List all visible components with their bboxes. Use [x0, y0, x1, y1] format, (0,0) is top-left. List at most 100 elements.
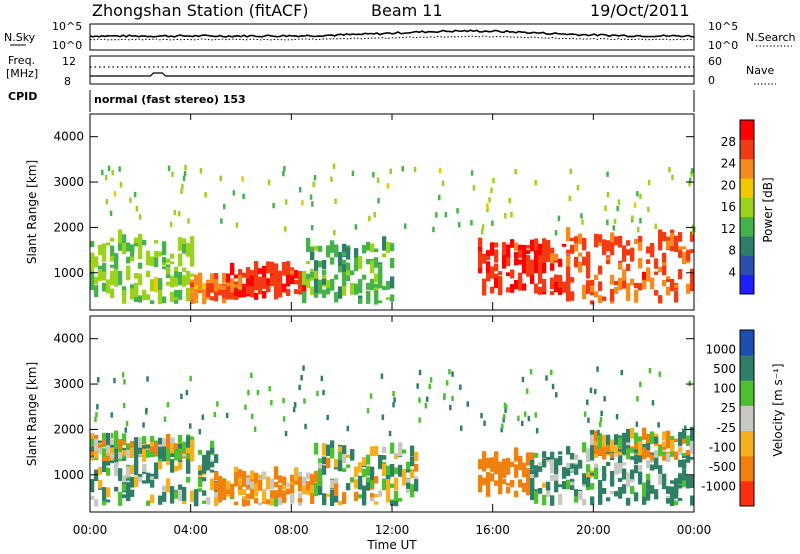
powerCells-cell	[238, 291, 243, 298]
velCells-cell	[638, 436, 643, 442]
powerCells-echo	[235, 222, 239, 228]
powerCells-echo	[181, 183, 184, 190]
powerCells-cell	[246, 267, 251, 279]
powerCells-echo	[373, 212, 376, 218]
velCells-cell	[618, 477, 623, 482]
velCells-cell	[518, 479, 523, 488]
velCells-cell	[130, 489, 135, 497]
freq-tick-top: 12	[62, 55, 76, 68]
time-xlabel: Time UT	[366, 538, 417, 552]
y-tick-label: 3000	[53, 175, 84, 189]
velCells-cell	[406, 482, 411, 489]
colorbar-frame	[739, 119, 755, 295]
powerCells-cell	[630, 248, 635, 261]
velCells-cell	[134, 443, 139, 457]
velCells-cell	[626, 501, 631, 506]
velCells-cell	[602, 488, 607, 494]
powerCells-cell	[178, 289, 183, 300]
velCells-cell	[646, 433, 651, 439]
powerCells-cell	[542, 252, 547, 256]
powerCells-cell	[326, 250, 331, 258]
velCells-echo	[316, 390, 319, 397]
powerCells-cell	[266, 285, 271, 293]
velCells-cell	[250, 485, 255, 499]
velCells-cell	[182, 487, 187, 500]
x-tick-label: 20:00	[576, 523, 611, 537]
velCells-echo	[124, 427, 127, 433]
powerCells-echo	[636, 191, 639, 197]
velCells-echo	[123, 379, 126, 385]
velCells-cell	[662, 473, 667, 482]
powerCells-echo	[138, 214, 142, 220]
velCells-cell	[610, 491, 615, 495]
powerCells-cell	[206, 288, 211, 298]
velCells-echo	[597, 429, 600, 436]
powerCells-cell	[194, 300, 199, 304]
powerCells-cell	[342, 264, 347, 279]
powerCells-cell	[482, 253, 487, 264]
velCells-cell	[638, 471, 643, 480]
velCells-cell	[630, 428, 635, 439]
powerCells-cell	[534, 283, 539, 294]
velCells-cell	[662, 431, 667, 441]
velCells-cell	[550, 500, 555, 506]
velCells-cell	[174, 491, 179, 499]
powerCells-cell	[582, 241, 587, 251]
powerCells-cell	[674, 290, 679, 303]
powerCells-echo	[633, 202, 637, 208]
velCells-cell	[106, 499, 111, 503]
powerCells-cell	[586, 257, 591, 269]
velCells-cell	[338, 451, 343, 461]
velCells-echo	[651, 400, 655, 406]
powerCells-cell	[538, 286, 543, 295]
velCells-cell	[270, 490, 275, 499]
powerCells-cell	[598, 265, 603, 275]
velCells-echo	[521, 376, 525, 383]
velCells-echo	[500, 426, 503, 433]
powerCells-echo	[310, 225, 314, 231]
powerCells-cell	[226, 286, 231, 291]
powerCells-cell	[302, 281, 307, 295]
colorbar-frame	[739, 329, 755, 507]
powerCells-cell	[634, 238, 639, 244]
freq-panel-frame	[89, 55, 695, 85]
x-tick-label: 04:00	[173, 523, 208, 537]
powerCells-cell	[670, 232, 675, 246]
velCells-cell	[206, 457, 211, 471]
powerCells-cell	[618, 235, 623, 243]
velCells-cell	[670, 451, 675, 457]
velCells-cell	[566, 462, 571, 470]
velCells-cell	[614, 441, 619, 454]
velCells-cell	[222, 478, 227, 493]
velCells-cell	[586, 477, 591, 489]
powerCells-cell	[186, 289, 191, 302]
velCells-cell	[342, 468, 347, 472]
powerCells-echo	[111, 170, 114, 176]
velCells-cell	[662, 479, 667, 490]
powerCells-cell	[166, 258, 171, 263]
velCells-cell	[126, 466, 131, 478]
powerCells-cell	[522, 255, 527, 270]
powerCells-cell	[186, 242, 191, 257]
powerCells-cell	[278, 287, 283, 298]
velCells-cell	[622, 440, 627, 455]
powerCells-cell	[506, 287, 511, 293]
velCells-cell	[602, 446, 607, 460]
velCells-cell	[334, 458, 339, 468]
velCells-cell	[134, 476, 139, 487]
powerCells-cell	[654, 271, 659, 275]
powerCells-cell	[614, 281, 619, 286]
powerCells-cell	[134, 296, 139, 302]
powerCells-echo	[301, 200, 304, 206]
powerCells-cell	[350, 282, 355, 295]
power-ylabel: Slant Range [km]	[25, 160, 39, 264]
powerCells-cell	[170, 275, 175, 282]
velCells-cell	[414, 479, 419, 492]
velCells-echo	[418, 417, 421, 423]
velCells-cell	[622, 484, 627, 494]
velCells-cell	[250, 470, 255, 480]
velCells-echo	[253, 426, 257, 432]
powerCells-echo	[613, 218, 617, 225]
velCells-echo	[448, 369, 451, 375]
powerCells-cell	[138, 295, 143, 303]
